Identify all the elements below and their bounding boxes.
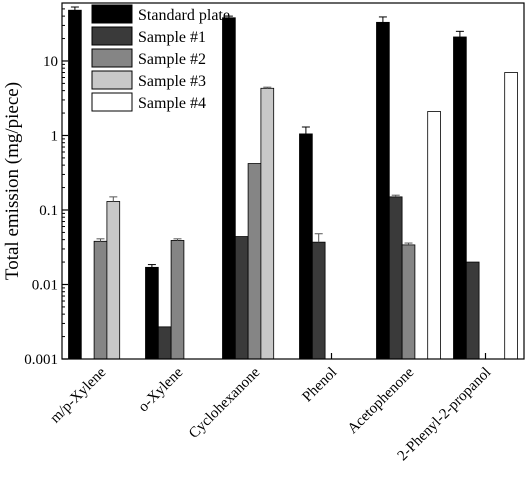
legend-label: Sample #3	[138, 73, 206, 90]
legend-swatch	[91, 48, 133, 68]
legend-label: Sample #1	[138, 29, 206, 46]
y-tick-labels: 0.001 0.01 0.1 1 10	[24, 54, 58, 368]
bar	[145, 266, 159, 360]
bar	[401, 244, 416, 360]
x-tick-label: Cyclohexanone	[186, 364, 264, 442]
legend-label: Sample #2	[138, 51, 206, 68]
bar	[311, 241, 326, 360]
y-tick-label: 0.1	[39, 203, 58, 219]
legend-label: Sample #4	[138, 95, 206, 112]
bar	[93, 240, 108, 360]
bar	[388, 196, 403, 360]
x-tick-label: o-Xylene	[136, 364, 187, 415]
y-axis-label: Total emission (mg/piece)	[2, 82, 23, 280]
bar	[106, 201, 121, 360]
bar	[376, 21, 390, 360]
x-tick-labels: m/p-Xylene o-Xylene Cyclohexanone Phenol Ace…	[47, 364, 494, 464]
bar	[299, 133, 313, 360]
legend: Standard plate Sample #1 Sample #2 Sample #…	[91, 4, 230, 112]
x-tick-label: Phenol	[300, 365, 341, 406]
bar	[170, 240, 185, 360]
legend-swatch	[91, 92, 133, 112]
bar	[222, 17, 236, 360]
bar	[427, 111, 441, 360]
y-tick-label: 0.001	[24, 352, 58, 368]
x-tick-label: Acetophenone	[345, 364, 418, 437]
y-tick-label: 10	[43, 54, 58, 70]
legend-swatch	[91, 26, 133, 46]
legend-swatch	[91, 4, 133, 24]
y-tick-label: 1	[51, 128, 59, 144]
plot-frame	[61, 2, 525, 360]
x-tick-label: m/p-Xylene	[47, 364, 109, 426]
legend-label: Standard plate	[138, 7, 230, 24]
bar	[453, 36, 467, 360]
y-tick-label: 0.01	[32, 277, 58, 293]
bar	[247, 163, 262, 360]
bars	[68, 6, 518, 360]
bar	[234, 236, 249, 360]
legend-swatch	[91, 70, 133, 90]
bar	[260, 87, 275, 360]
bar	[157, 326, 172, 360]
bar	[68, 9, 82, 360]
bar	[465, 261, 480, 360]
bar	[504, 72, 518, 360]
